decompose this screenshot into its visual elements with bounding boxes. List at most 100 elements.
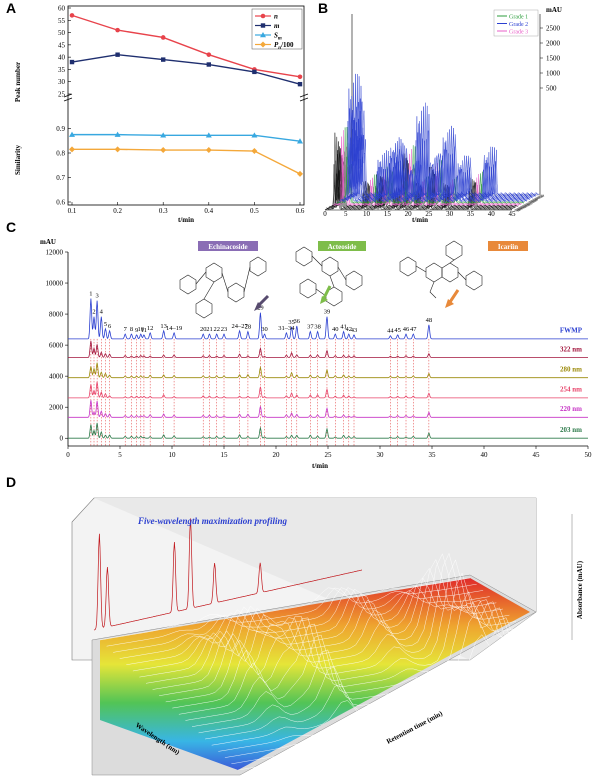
a-legend-label: n: [274, 13, 278, 21]
series-label: 220 nm: [560, 405, 582, 413]
sample-label: S6: [536, 196, 540, 200]
panel-b-z-label: mAU: [546, 6, 562, 14]
series-n-point: [206, 52, 212, 57]
series-n-point: [115, 27, 120, 33]
sample-label: S24: [520, 205, 526, 209]
icariin-arrowhead: [445, 299, 454, 308]
a-bot-ytick-label: 0.9: [56, 125, 65, 133]
similarity-axis-label: Similarity: [14, 145, 22, 175]
c-xtick-label: 50: [585, 451, 593, 459]
series-Pn/100-point: [205, 147, 212, 154]
panel-b-traces: S30S29S28S27S26S25S24S23S22S21S20S19S18S…: [324, 73, 545, 213]
mesh-line: [132, 577, 503, 672]
series-Sm-point: [205, 132, 212, 138]
acteoside-arrowhead: [320, 296, 328, 304]
sample-label: S25: [519, 206, 525, 210]
series-m-line: [71, 53, 301, 85]
peak-label: 7: [124, 326, 128, 333]
sample-trace: [333, 154, 521, 206]
series-Sm-point: [297, 138, 303, 144]
sample-trace: [349, 118, 537, 197]
peak-label: 8: [130, 326, 133, 333]
c-ytick-label: 10000: [46, 280, 64, 288]
panel-letter-d: D: [6, 474, 16, 490]
series-m-point: [161, 57, 166, 62]
a-top-ytick-label: 50: [58, 29, 66, 37]
c-xtick-label: 20: [273, 451, 281, 459]
peak-label: 46: [403, 326, 410, 333]
series-n-line: [71, 14, 301, 78]
mesh-line: [165, 559, 536, 703]
series-Pn/100-point: [69, 146, 75, 153]
peak-label: 6: [108, 323, 112, 330]
peak-label: 29: [257, 305, 264, 312]
mesh-line: [218, 686, 589, 752]
mesh-line: [185, 612, 556, 721]
c-xtick-label: 5: [118, 451, 122, 459]
sample-label: S26: [518, 206, 524, 210]
a-legend-marker: [260, 23, 266, 28]
b-legend-label: Grade 1: [509, 14, 528, 20]
mesh-line: [106, 583, 477, 647]
echinacoside-arrowhead: [254, 302, 262, 311]
panel-a-x-label: t/min: [178, 216, 194, 224]
panel-d-maximization-profile: [93, 518, 363, 631]
c-xtick-label: 30: [377, 451, 385, 459]
c-xtick-label: 40: [481, 451, 489, 459]
sample-trace: [324, 164, 513, 211]
series-n-point: [297, 74, 303, 80]
panel-c-series-labels: FWMP 322 nm 280 nm 254 nm 220 nm 203 nm: [560, 327, 583, 434]
trace-280nm: [68, 362, 588, 379]
echinacoside-structure: [179, 256, 267, 319]
panel-d-absorbance-label: Absorbance (mAU): [576, 560, 584, 619]
a-xtick-label: 0.6: [296, 207, 305, 215]
maximization-trace: [93, 518, 363, 631]
c-xtick-label: 0: [66, 451, 70, 459]
a-top-ytick-label: 25: [58, 91, 66, 99]
peak-label: 14–19: [166, 325, 182, 332]
sample-label: S3: [539, 195, 543, 199]
acteoside-label: Acteoside: [328, 243, 357, 251]
b-legend-label: Grade 3: [509, 29, 528, 35]
panel-c-traces: [68, 298, 588, 439]
a-legend-marker: [260, 13, 266, 19]
c-xtick-label: 45: [533, 451, 541, 459]
sample-label: S10: [533, 198, 539, 202]
sample-label: S9: [534, 198, 538, 202]
sample-label: S4: [538, 195, 542, 199]
panel-d-mesh: [99, 552, 603, 771]
sample-trace: [326, 160, 514, 210]
sample-label: S17: [526, 202, 532, 206]
b-xtick-label: 35: [467, 210, 475, 218]
series-n-point: [69, 13, 75, 18]
sample-label: S19: [524, 203, 530, 207]
mesh-line: [237, 708, 603, 771]
b-xtick-label: 30: [446, 210, 454, 218]
series-Sm-point: [69, 131, 75, 137]
mesh-line: [113, 587, 484, 653]
peak-label: 21: [206, 326, 213, 333]
peak-label: 47: [410, 326, 417, 333]
a-legend-marker: [260, 32, 266, 38]
sample-label: S13: [530, 200, 536, 204]
sample-label: S16: [527, 201, 533, 205]
a-legend-label: Sm: [274, 32, 282, 42]
sample-trace: [340, 108, 528, 202]
series-Sm-point: [160, 132, 167, 138]
peak-label: 43: [351, 327, 358, 334]
peak-label: 13: [160, 323, 167, 330]
sample-trace: [328, 153, 516, 209]
a-legend-label: Pn/100: [274, 41, 294, 51]
c-ytick-label: 8000: [49, 311, 64, 319]
sample-label: S23: [521, 205, 527, 209]
sample-label: S2: [540, 194, 544, 198]
acteoside-arrow: [322, 285, 332, 299]
b-xtick-label: 10: [363, 210, 371, 218]
a-top-ytick-label: 30: [58, 78, 66, 86]
peak-label: 41: [340, 324, 347, 331]
sample-label: S18: [525, 202, 531, 206]
peak-label: 1: [89, 291, 92, 298]
series-m-point: [115, 52, 120, 57]
